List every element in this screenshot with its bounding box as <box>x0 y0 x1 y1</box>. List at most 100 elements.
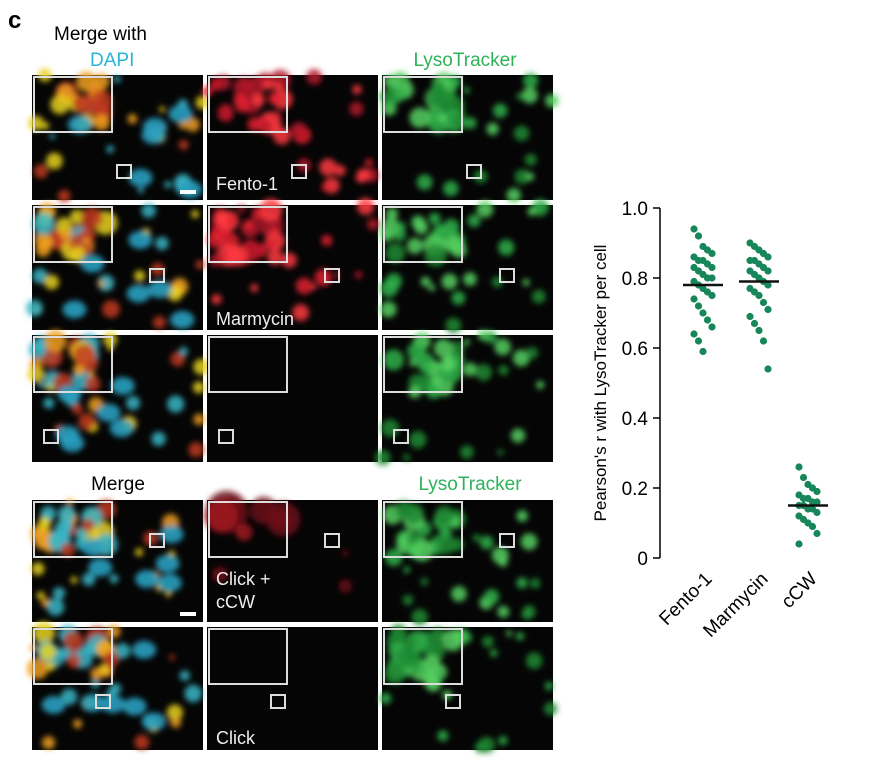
row-label: cCW <box>216 592 255 612</box>
blob <box>409 430 427 449</box>
blob <box>443 180 459 197</box>
data-point <box>764 253 772 261</box>
data-point <box>703 316 712 324</box>
blob <box>510 428 526 443</box>
blob <box>260 119 273 132</box>
blob <box>184 684 203 703</box>
data-point <box>799 473 808 482</box>
blob <box>84 376 101 392</box>
roi-box <box>499 268 515 283</box>
blob <box>125 395 141 411</box>
blob <box>178 139 189 150</box>
header: LysoTracker <box>418 474 522 495</box>
blob <box>491 546 509 564</box>
nucleus <box>110 376 135 395</box>
blob <box>207 230 225 249</box>
blob <box>82 642 95 655</box>
header: DAPI <box>90 50 134 71</box>
data-point <box>694 302 703 310</box>
blob <box>527 206 537 217</box>
blob <box>159 106 166 113</box>
blob <box>193 413 205 426</box>
blob <box>420 361 433 374</box>
blob <box>179 346 189 356</box>
micrographs <box>25 68 559 754</box>
blob <box>354 270 363 279</box>
blob <box>498 239 515 256</box>
blob <box>33 163 49 179</box>
blob <box>69 209 85 225</box>
blob <box>250 283 259 293</box>
data-point <box>746 312 754 321</box>
nucleus <box>147 280 172 299</box>
blob <box>52 586 66 600</box>
blob <box>141 203 156 218</box>
nucleus <box>126 284 151 303</box>
y-tick-label: 0.2 <box>622 479 648 500</box>
blob <box>27 658 49 680</box>
blob <box>411 608 428 626</box>
micrograph <box>375 329 553 466</box>
blob <box>93 73 110 90</box>
blob <box>513 125 530 142</box>
blob <box>482 635 494 648</box>
blob <box>204 499 238 533</box>
inset-frame <box>33 206 113 263</box>
micrograph <box>201 69 379 200</box>
micrograph <box>379 624 558 754</box>
blob <box>73 343 96 367</box>
blob <box>60 229 72 241</box>
blob <box>240 77 255 93</box>
data-point <box>708 249 716 258</box>
blob <box>477 329 489 341</box>
blob <box>252 93 265 107</box>
blob <box>364 158 374 167</box>
blob <box>492 103 508 118</box>
blob <box>451 242 467 258</box>
y-axis-label: Pearson's r with LysoTracker per cell <box>591 245 610 522</box>
scale-bar <box>180 190 196 194</box>
blob <box>451 291 466 305</box>
blob <box>102 300 120 318</box>
blob <box>151 431 166 447</box>
blob <box>218 103 234 119</box>
data-point <box>808 522 817 531</box>
blob <box>406 532 419 545</box>
inset-frame <box>33 336 113 393</box>
blob <box>32 212 55 235</box>
blob <box>416 174 433 191</box>
blob <box>46 152 63 170</box>
blob <box>193 358 210 376</box>
nucleus <box>132 640 157 659</box>
header: LysoTracker <box>413 50 517 71</box>
data-point <box>759 337 768 345</box>
blob <box>113 75 121 83</box>
blob <box>134 270 146 282</box>
blob <box>402 453 411 462</box>
data-point <box>764 365 772 373</box>
data-point <box>690 330 698 338</box>
blob <box>341 550 349 557</box>
nucleus <box>177 180 202 199</box>
blob <box>544 681 554 691</box>
blob <box>498 735 508 746</box>
inset-frame <box>33 628 113 685</box>
inset-frame <box>383 336 463 393</box>
blob <box>281 252 297 268</box>
blob <box>506 187 522 203</box>
blob <box>407 342 426 361</box>
signal <box>380 71 559 203</box>
blob <box>428 284 436 292</box>
blob <box>81 518 95 532</box>
roi-box <box>324 533 340 548</box>
roi-box <box>466 164 482 179</box>
nucleus <box>96 403 121 422</box>
blob <box>498 365 509 376</box>
blob <box>520 533 538 551</box>
blob <box>321 183 330 192</box>
data-point <box>764 305 772 314</box>
blob <box>516 577 528 589</box>
blob <box>414 220 429 235</box>
blob <box>382 349 404 371</box>
